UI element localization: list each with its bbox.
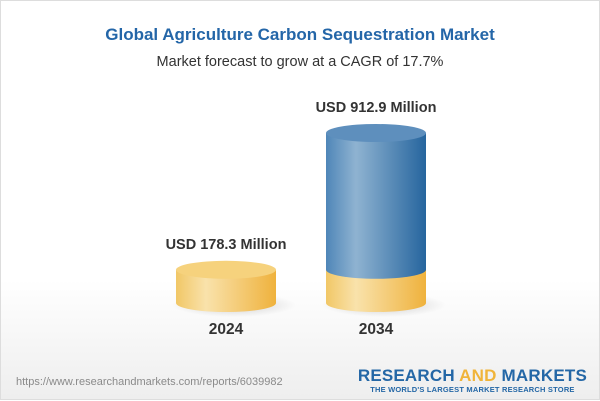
bar-2024-top <box>176 260 276 279</box>
logo-and: AND <box>459 366 497 385</box>
category-label: 2034 <box>359 321 394 338</box>
logo-research: RESEARCH <box>357 366 455 385</box>
value-label: USD 912.9 Million <box>316 100 437 116</box>
chart-title: Global Agriculture Carbon Sequestration … <box>105 25 495 44</box>
bar-2024-body <box>176 269 276 312</box>
source-url[interactable]: https://www.researchandmarkets.com/repor… <box>16 376 283 388</box>
bar-2034-top <box>326 124 426 142</box>
logo-tagline: THE WORLD'S LARGEST MARKET RESEARCH STOR… <box>370 385 575 394</box>
category-label: 2024 <box>209 321 244 338</box>
bar-2034-base-body <box>326 269 426 312</box>
logo-markets: MARKETS <box>501 366 587 385</box>
research-and-markets-logo: RESEARCH AND MARKETS THE WORLD'S LARGEST… <box>357 366 587 395</box>
chart-subtitle: Market forecast to grow at a CAGR of 17.… <box>156 54 444 70</box>
bar-2034-growth-body <box>326 133 426 279</box>
value-label: USD 178.3 Million <box>166 237 287 253</box>
